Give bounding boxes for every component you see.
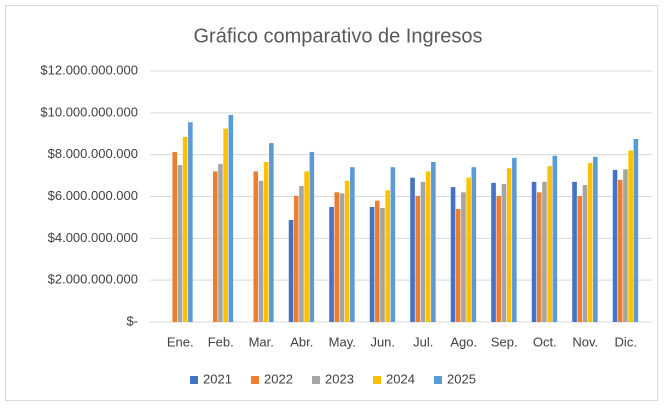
bar	[628, 150, 633, 322]
bar	[491, 182, 496, 322]
legend-swatch	[251, 376, 259, 384]
bar	[263, 161, 269, 322]
bar	[385, 190, 390, 322]
x-tick-label: Nov.	[572, 334, 598, 349]
bar	[218, 164, 223, 322]
y-tick-label: $8.000.000.000	[48, 146, 138, 161]
y-tick-label: $10.000.000.000	[40, 104, 138, 119]
bar	[380, 208, 385, 322]
bar	[536, 192, 542, 322]
y-tick-label: $-	[126, 313, 138, 328]
x-tick-label: Feb.	[208, 334, 234, 349]
bar	[182, 136, 188, 322]
bar	[212, 171, 218, 322]
bar	[466, 177, 471, 322]
bar	[461, 192, 466, 322]
bar	[390, 167, 396, 322]
bar	[577, 195, 583, 322]
bar	[531, 181, 537, 322]
legend-swatch	[373, 376, 381, 384]
y-tick-label: $2.000.000.000	[48, 272, 138, 287]
bar	[334, 192, 340, 322]
x-tick-label: Dic.	[615, 334, 637, 349]
y-tick-label: $6.000.000.000	[48, 188, 138, 203]
bar	[512, 157, 517, 322]
legend-swatch	[190, 376, 198, 384]
bar	[293, 195, 299, 322]
bar	[455, 209, 461, 322]
legend-label: 2023	[325, 371, 354, 386]
bar	[425, 171, 431, 322]
bar	[309, 151, 315, 322]
bar	[304, 171, 309, 322]
x-tick-label: Oct.	[533, 334, 557, 349]
bar	[587, 163, 593, 322]
legend-swatch	[312, 376, 320, 384]
bar	[177, 165, 183, 322]
x-tick-label: Jul.	[413, 334, 433, 349]
bar	[369, 206, 375, 322]
legend-label: 2021	[203, 371, 232, 386]
bar	[501, 183, 507, 322]
bar	[415, 195, 421, 322]
bar	[471, 167, 477, 322]
y-tick-label: $12.000.000.000	[40, 62, 138, 77]
bar	[269, 143, 274, 322]
x-tick-label: Mar.	[249, 334, 274, 349]
x-tick-label: May.	[329, 334, 356, 349]
x-tick-label: Sep.	[491, 334, 518, 349]
bar	[420, 181, 426, 322]
y-tick-label: $4.000.000.000	[48, 230, 138, 245]
bar	[228, 114, 234, 322]
bar	[593, 156, 598, 322]
bar	[172, 151, 178, 322]
bar	[582, 184, 588, 322]
bar	[253, 171, 259, 322]
legend-swatch	[434, 376, 442, 384]
bar	[339, 193, 345, 322]
bar	[542, 181, 547, 322]
bar	[496, 195, 502, 322]
x-tick-label: Ene.	[167, 334, 194, 349]
bar	[344, 180, 350, 322]
bar	[258, 180, 264, 322]
chart-title: Gráfico comparativo de Ingresos	[193, 25, 482, 47]
legend-label: 2024	[386, 371, 415, 386]
bar	[223, 128, 228, 322]
bar	[329, 206, 334, 322]
x-tick-label: Jun.	[370, 334, 395, 349]
bar	[612, 169, 618, 322]
bar	[633, 138, 639, 322]
bar	[188, 122, 193, 322]
bar	[572, 181, 577, 322]
legend-label: 2022	[264, 371, 293, 386]
bar	[506, 168, 512, 322]
bar	[299, 186, 304, 322]
bar	[450, 187, 456, 322]
bar	[350, 167, 355, 322]
x-tick-label: Abr.	[290, 334, 313, 349]
x-tick-label: Ago.	[450, 334, 477, 349]
bar	[623, 169, 628, 322]
bar	[547, 166, 552, 322]
legend-label: 2025	[447, 371, 476, 386]
bar	[431, 161, 436, 322]
bar	[288, 219, 294, 322]
bar	[552, 155, 558, 322]
bar	[617, 179, 623, 322]
bar	[410, 177, 415, 322]
bar	[374, 200, 380, 322]
